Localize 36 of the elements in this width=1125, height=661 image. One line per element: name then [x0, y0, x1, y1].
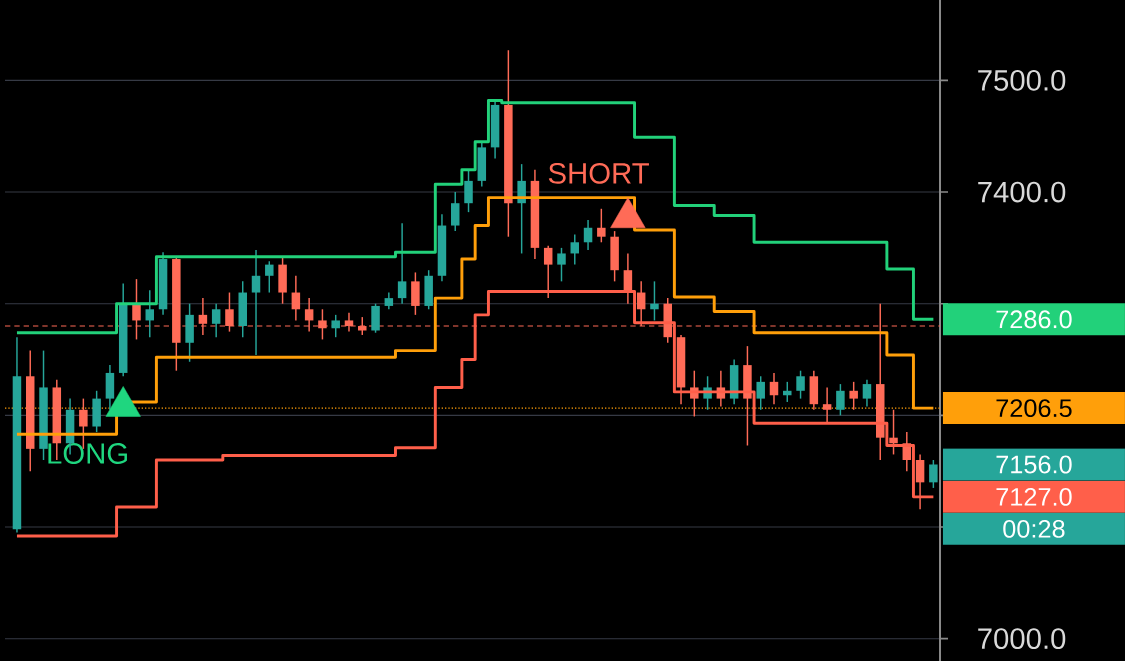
- candlestick: [543, 244, 553, 299]
- candlestick: [145, 289, 155, 338]
- candlestick: [836, 383, 845, 417]
- candlestick: [557, 247, 566, 283]
- candlestick: [251, 249, 261, 356]
- y-tick-label: 7500.0: [978, 69, 1066, 91]
- data-label: SHORT: [548, 162, 649, 184]
- candlestick: [517, 163, 526, 255]
- candlestick: [756, 375, 765, 411]
- y-tick-label: 7400.0: [978, 181, 1066, 203]
- candlestick: [464, 168, 473, 213]
- candlestick: [597, 208, 606, 244]
- candlestick: [862, 378, 872, 408]
- candlestick: [822, 386, 832, 424]
- candlestick: [783, 381, 792, 403]
- candlestick: [929, 459, 938, 489]
- text: 7127.0: [996, 487, 1072, 506]
- candlestick: [450, 191, 460, 232]
- text: 7156.0: [996, 455, 1072, 474]
- candlestick: [331, 314, 340, 338]
- text: 00:28: [1003, 519, 1065, 538]
- candlestick: [769, 372, 779, 405]
- candlestick: [650, 280, 659, 322]
- candlestick: [849, 381, 858, 411]
- candlestick: [397, 222, 407, 305]
- candlestick: [570, 233, 580, 266]
- y-tick-label: 7000.0: [978, 628, 1066, 650]
- candlestick: [583, 219, 593, 251]
- candlestick: [265, 260, 274, 294]
- candlestick: [889, 409, 898, 456]
- text: 7286.0: [996, 310, 1072, 329]
- candlestick: [211, 302, 221, 338]
- text: 7206.5: [996, 399, 1072, 418]
- candlestick: [915, 453, 925, 510]
- candlestick: [291, 275, 301, 322]
- candlestick: [796, 369, 805, 400]
